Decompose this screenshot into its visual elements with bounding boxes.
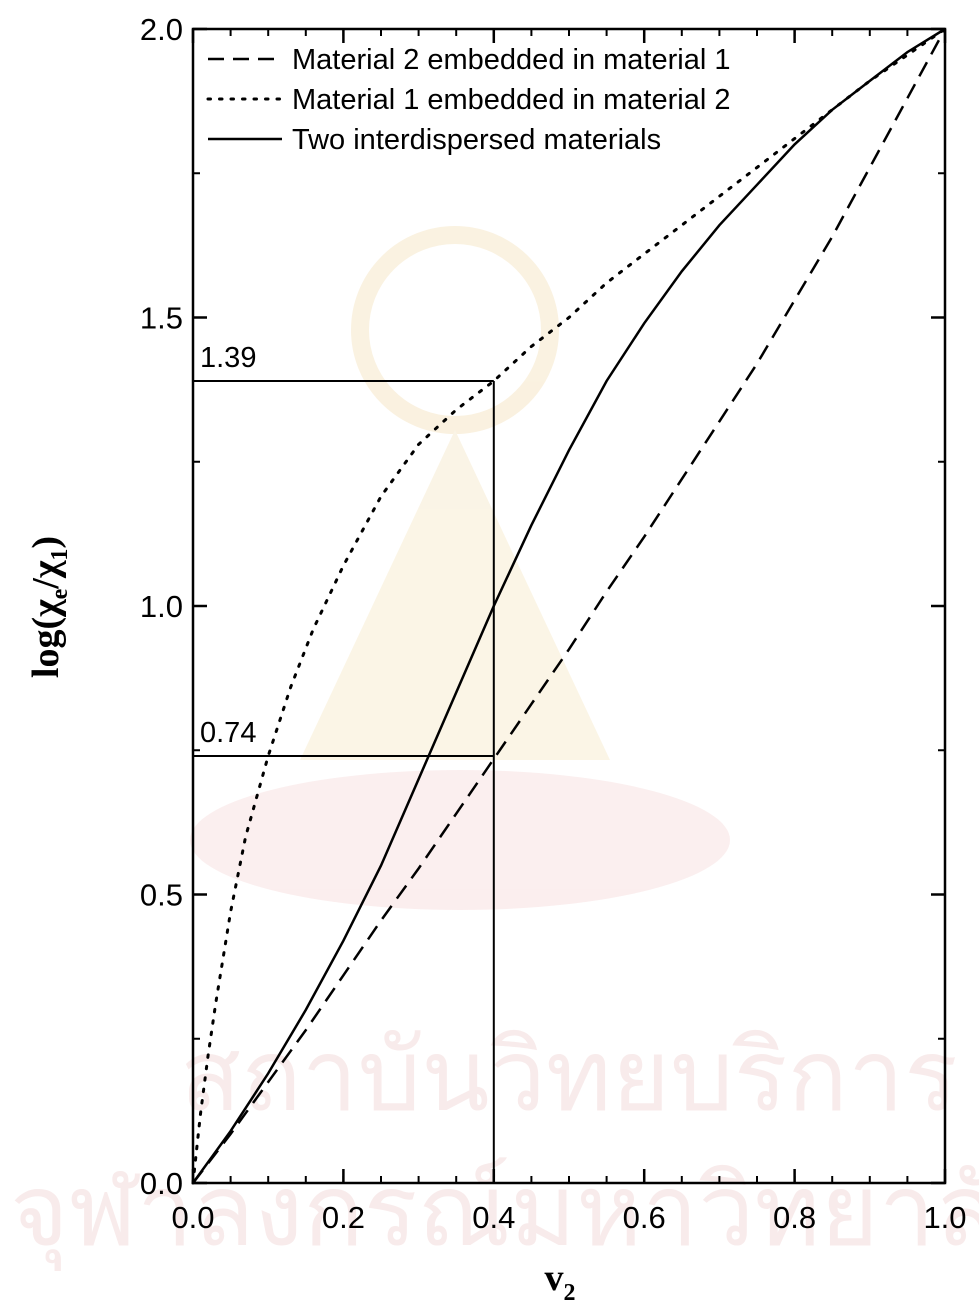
y-tick-label: 0.5 (140, 878, 183, 913)
seal-watermark: สถาบันวิทยบริการ จุฬาลงกรณ์มหาวิทยาลัย (10, 226, 979, 1272)
x-axis-title: v2 (545, 1257, 576, 1306)
annotation-label: 1.39 (200, 342, 256, 374)
y-axis-title: log(χe/χ1) (25, 536, 73, 678)
watermark-line-1: สถาบันวิทยบริการ (180, 1017, 958, 1134)
x-tick-label: 1.0 (923, 1200, 966, 1235)
series-line-solid (191, 27, 946, 1184)
x-tick-label: 0.6 (623, 1200, 666, 1235)
legend-label: Material 1 embedded in material 2 (292, 84, 730, 116)
legend: Material 2 embedded in material 1 Materia… (206, 44, 730, 156)
y-tick-label: 1.0 (140, 589, 183, 624)
y-tick-label: 0.0 (140, 1166, 183, 1201)
x-tick-label: 0.2 (322, 1200, 365, 1235)
plot-axes: 0.0 0.2 0.4 0.6 0.8 1.0 0.0 0.5 1.0 1.5 2.0 (140, 12, 967, 1235)
x-tick-label: 0.0 (171, 1200, 214, 1235)
x-tick-label: 0.8 (773, 1200, 816, 1235)
legend-label: Material 2 embedded in material 1 (292, 44, 730, 76)
reference-lines (193, 379, 495, 1183)
y-tick-label: 2.0 (140, 12, 183, 47)
series-line-dashed (192, 28, 947, 1184)
series-group (191, 27, 947, 1185)
annotations: 1.39 0.74 (200, 342, 256, 749)
annotation-label: 0.74 (200, 717, 256, 749)
y-tick-label: 1.5 (140, 301, 183, 336)
legend-label: Two interdispersed materials (292, 124, 661, 156)
series-line-dotted (191, 27, 947, 1185)
x-tick-label: 0.4 (472, 1200, 515, 1235)
